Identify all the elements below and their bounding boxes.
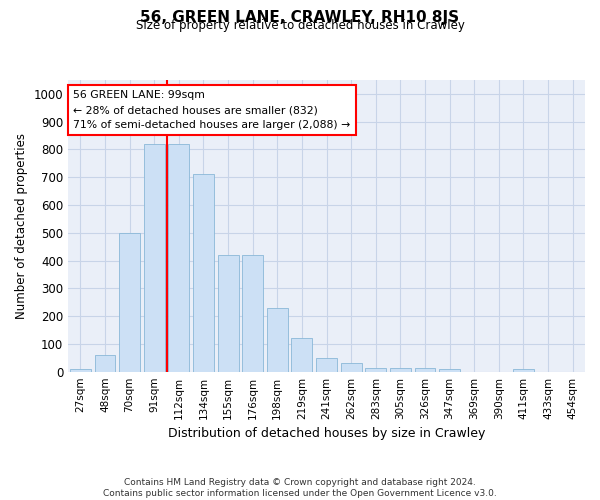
Bar	[292, 338, 313, 372]
Bar	[169, 144, 189, 372]
Text: Contains HM Land Registry data © Crown copyright and database right 2024.
Contai: Contains HM Land Registry data © Crown c…	[103, 478, 497, 498]
Bar	[341, 363, 362, 372]
Text: Size of property relative to detached houses in Crawley: Size of property relative to detached ho…	[136, 20, 464, 32]
Bar	[267, 308, 288, 372]
Bar	[439, 370, 460, 372]
Text: 56, GREEN LANE, CRAWLEY, RH10 8JS: 56, GREEN LANE, CRAWLEY, RH10 8JS	[140, 10, 460, 25]
Bar	[513, 370, 534, 372]
Bar	[242, 255, 263, 372]
Bar	[316, 358, 337, 372]
Bar	[119, 233, 140, 372]
Bar	[70, 370, 91, 372]
Bar	[365, 368, 386, 372]
X-axis label: Distribution of detached houses by size in Crawley: Distribution of detached houses by size …	[168, 427, 485, 440]
Bar	[390, 368, 411, 372]
Bar	[144, 144, 164, 372]
Bar	[95, 355, 115, 372]
Bar	[415, 368, 436, 372]
Text: 56 GREEN LANE: 99sqm
← 28% of detached houses are smaller (832)
71% of semi-deta: 56 GREEN LANE: 99sqm ← 28% of detached h…	[73, 90, 350, 130]
Y-axis label: Number of detached properties: Number of detached properties	[15, 133, 28, 319]
Bar	[193, 174, 214, 372]
Bar	[218, 255, 239, 372]
